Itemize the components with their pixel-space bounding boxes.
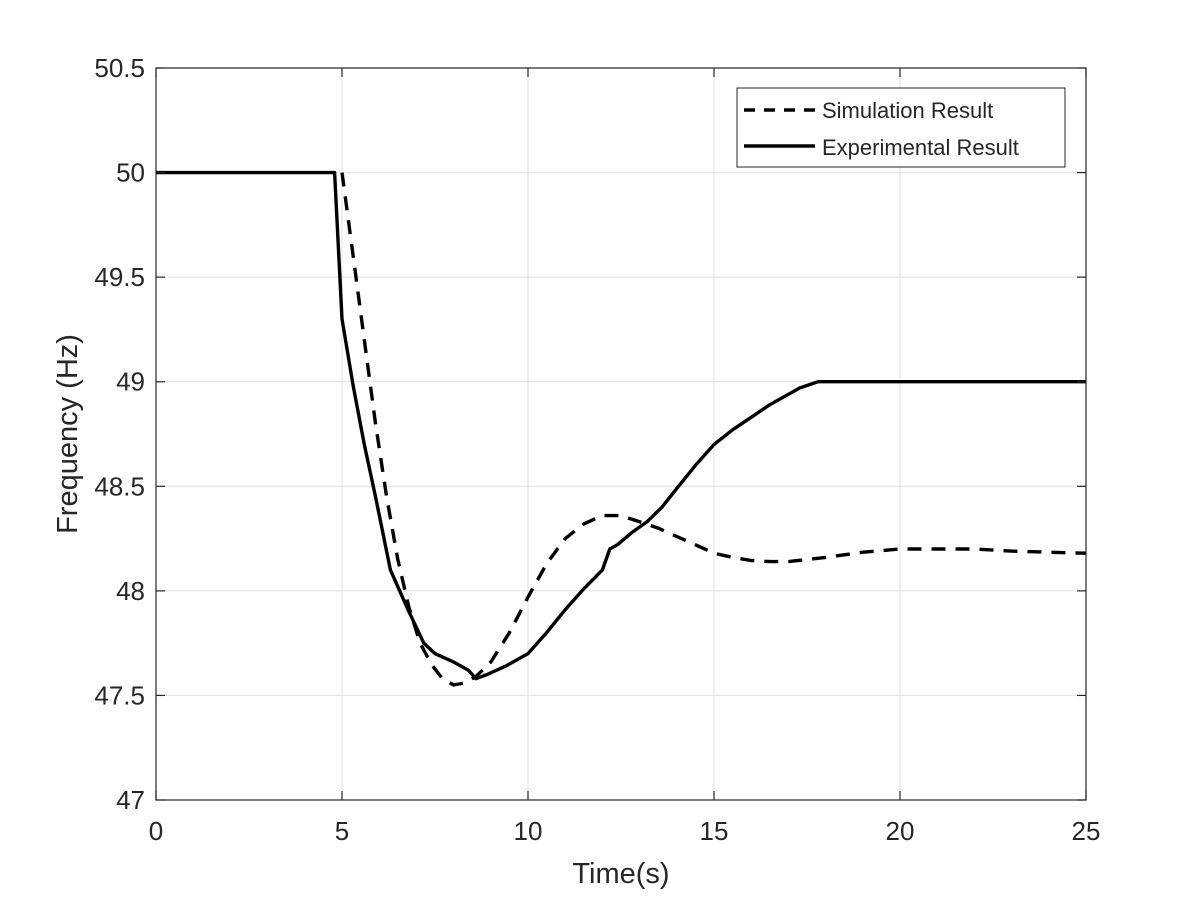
y-tick-label: 48 [116, 576, 145, 606]
grid-lines [156, 68, 1086, 800]
y-tick-label: 48.5 [94, 471, 145, 501]
y-tick-label: 47.5 [94, 680, 145, 710]
plot-background [156, 68, 1086, 800]
y-tick-label: 50.5 [94, 53, 145, 83]
x-tick-label: 20 [886, 816, 915, 846]
legend-label-experimental: Experimental Result [822, 135, 1019, 160]
legend-box [736, 87, 1066, 168]
y-tick-label: 47 [116, 785, 145, 815]
x-tick-label: 0 [149, 816, 163, 846]
x-tick-label: 25 [1072, 816, 1101, 846]
legend: Simulation Result Experimental Result [736, 87, 1066, 168]
x-tick-label: 5 [335, 816, 349, 846]
experimental-result-line [156, 170, 1086, 681]
y-tick-label: 49.5 [94, 262, 145, 292]
y-tick-label: 50 [116, 158, 145, 188]
plot-frame [155, 67, 1087, 801]
y-tick-label: 49 [116, 367, 145, 397]
x-tick-label: 10 [514, 816, 543, 846]
legend-label-simulation: Simulation Result [822, 98, 993, 123]
axis-ticks: 0 5 10 15 20 25 47 47.5 48 48.5 49 49.5 50 50.5 [94, 53, 1100, 846]
x-tick-label: 15 [700, 816, 729, 846]
series-lines [156, 170, 1087, 687]
x-axis-label: Time(s) [572, 858, 669, 890]
y-axis-label: Frequency (Hz) [52, 334, 84, 534]
